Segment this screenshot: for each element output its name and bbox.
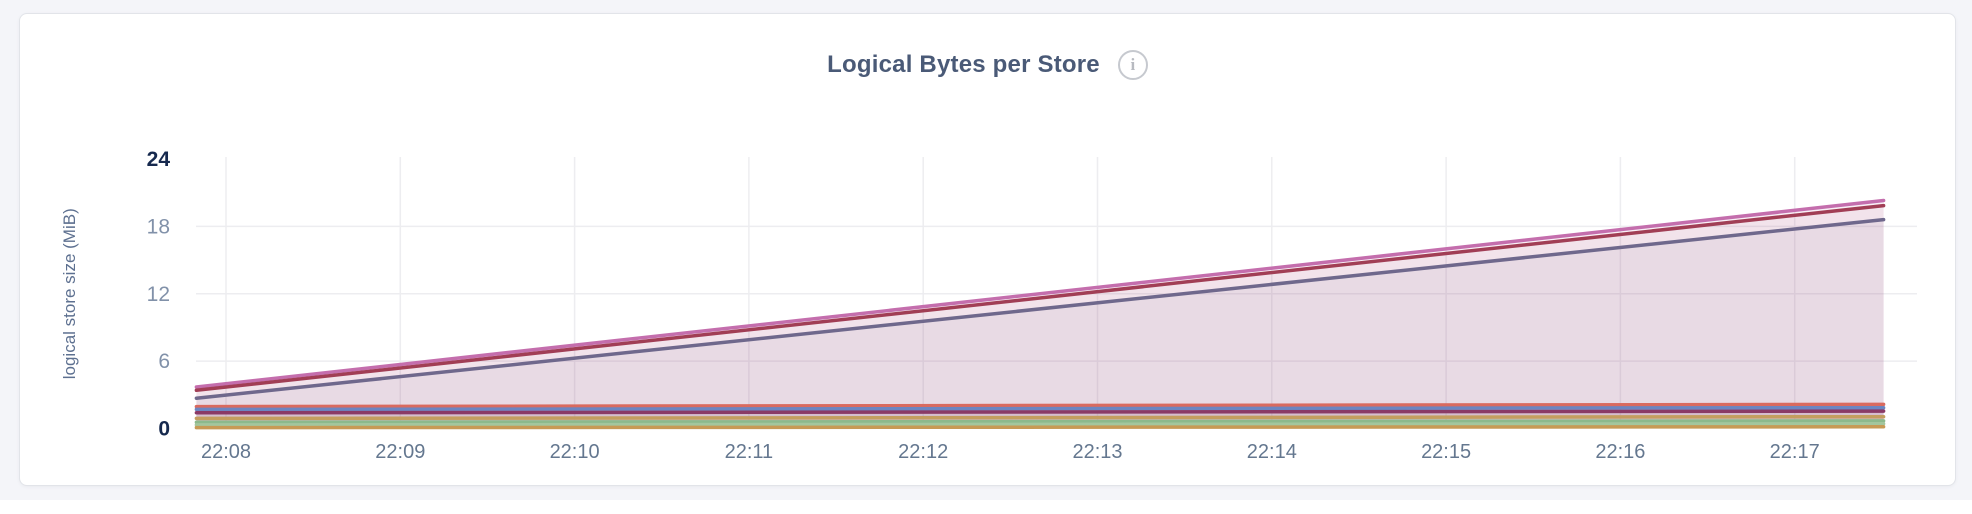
y-axis-tick-label: 24	[147, 148, 171, 171]
y-axis-tick-label: 6	[158, 350, 170, 373]
store-gold-line[interactable]	[196, 417, 1883, 419]
x-axis-tick-label: 22:11	[725, 441, 774, 463]
x-axis-tick-label: 22:15	[1421, 441, 1471, 463]
x-axis-tick-label: 22:16	[1595, 441, 1645, 463]
x-axis-tick-label: 22:12	[898, 441, 948, 463]
store-sage-line[interactable]	[196, 421, 1883, 422]
x-axis-tick-label: 22:10	[550, 441, 600, 463]
store-blue-line[interactable]	[196, 408, 1883, 410]
x-axis-tick-label: 22:17	[1770, 441, 1820, 463]
line-chart[interactable]: 24 18 12 6 0 22:08 22:09 22:10 22:11 22:12 22:13 22…	[20, 14, 1972, 514]
store-darkgold-line[interactable]	[196, 427, 1883, 428]
x-axis-tick-label: 22:13	[1072, 441, 1122, 463]
x-axis-tick-label: 22:09	[375, 441, 425, 463]
y-axis-tick-label: 0	[158, 418, 170, 441]
y-axis-tick-label: 12	[147, 283, 170, 306]
store-slate-area	[196, 220, 1883, 429]
y-axis-tick-label: 18	[147, 215, 170, 238]
store-lightsage-line[interactable]	[196, 424, 1883, 425]
x-axis-tick-label: 22:14	[1247, 441, 1297, 463]
x-axis-tick-label: 22:08	[201, 441, 251, 463]
store-plum-line[interactable]	[196, 411, 1883, 413]
y-axis-title: logical store size (MiB)	[60, 208, 79, 379]
